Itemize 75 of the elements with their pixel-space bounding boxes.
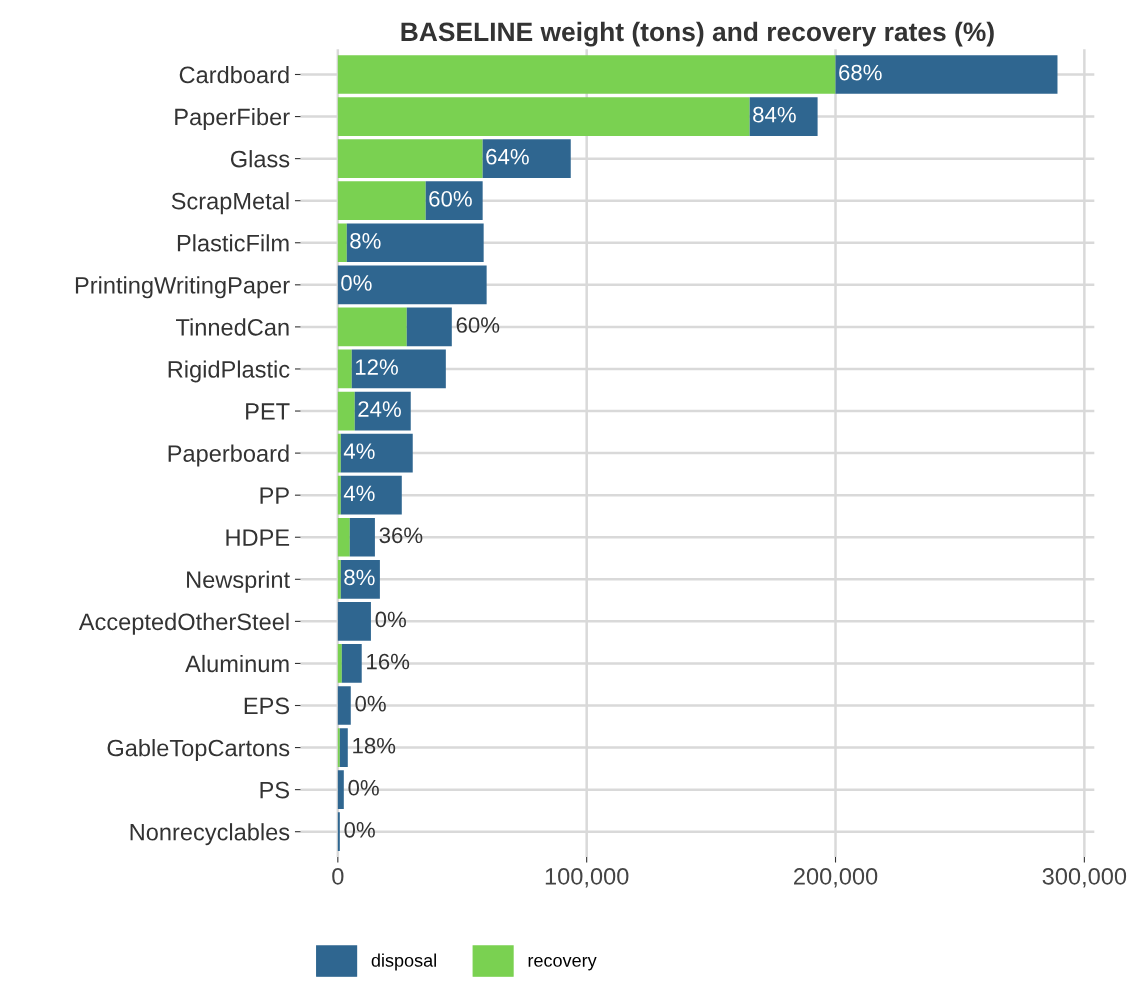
y-tick-label: PP	[260, 487, 289, 504]
y-tick-label: PrintingWritingPaper	[75, 276, 290, 299]
bar	[337, 517, 350, 557]
bar	[339, 728, 348, 767]
annotation: 64%	[486, 148, 529, 165]
bar	[340, 433, 413, 473]
bar	[749, 97, 818, 136]
y-tick-label: PET	[246, 403, 290, 420]
y-tick-label: Nonrecyclables	[130, 823, 290, 846]
y-tick-label: Glass	[230, 150, 290, 168]
y-tick-label: PlasticFilm	[177, 234, 289, 252]
bar	[482, 139, 571, 178]
y-tick-label: RigidPlastic	[168, 360, 290, 383]
annotation: 8%	[350, 232, 381, 249]
y-tick-label: Aluminum	[185, 654, 289, 673]
annotation: 18%	[353, 737, 396, 754]
annotation: 0%	[348, 779, 379, 796]
bar	[337, 223, 347, 263]
annotation: 68%	[839, 64, 882, 81]
bar	[349, 517, 375, 557]
annotation: 4%	[343, 485, 375, 502]
annotation: 24%	[358, 401, 401, 417]
annotation: 36%	[379, 527, 423, 544]
x-tick-label: 200,000	[794, 867, 878, 888]
bar	[337, 686, 351, 725]
legend-label: recovery	[528, 956, 597, 971]
chart-title: BASELINE weight (tons) and recovery rates (%)	[401, 21, 994, 47]
annotation: 84%	[753, 106, 796, 123]
annotation: 0%	[355, 695, 386, 712]
annotation: 8%	[344, 569, 375, 586]
bar	[337, 559, 341, 599]
x-tick-label: 0	[332, 867, 344, 885]
annotation: 0%	[375, 611, 406, 628]
annotation: 16%	[367, 653, 410, 670]
annotation: 12%	[355, 359, 398, 375]
bar	[337, 55, 836, 94]
bar	[337, 433, 341, 473]
annotation: 60%	[429, 190, 472, 207]
bar	[337, 181, 426, 221]
bar	[337, 602, 371, 641]
bar	[340, 559, 380, 599]
y-tick-label: HDPE	[226, 529, 290, 546]
bar	[337, 265, 487, 305]
bar	[351, 349, 446, 389]
bar	[337, 307, 407, 347]
annotation: 0%	[344, 821, 375, 838]
bar	[340, 475, 402, 515]
x-tick-label: 100,000	[545, 867, 629, 888]
y-tick-label: PS	[260, 781, 290, 799]
annotation: 4%	[343, 443, 375, 459]
annotation: 60%	[456, 317, 500, 333]
bar	[337, 644, 342, 683]
y-tick-label: Paperboard	[168, 444, 289, 467]
bar	[337, 349, 352, 389]
bar	[835, 55, 1058, 94]
bar	[425, 181, 483, 221]
y-tick-label: GableTopCartons	[107, 739, 290, 762]
bar	[406, 307, 452, 347]
y-tick-label: ScrapMetal	[171, 192, 289, 215]
bar	[337, 139, 483, 178]
bar	[337, 475, 341, 515]
y-tick-label: PaperFiber	[175, 108, 290, 131]
legend-label: disposal	[371, 953, 436, 971]
y-tick-label: Newsprint	[187, 570, 290, 593]
bar	[337, 770, 344, 809]
bar	[341, 644, 362, 683]
bar	[337, 97, 750, 136]
bar	[346, 223, 484, 263]
x-tick-label: 300,000	[1042, 867, 1127, 888]
y-tick-label: TinnedCan	[176, 318, 289, 336]
y-tick-label: AcceptedOtherSteel	[78, 612, 289, 635]
y-tick-label: Cardboard	[179, 65, 289, 84]
annotation: 0%	[341, 275, 372, 291]
y-tick-label: EPS	[244, 697, 290, 715]
bar	[337, 391, 355, 431]
